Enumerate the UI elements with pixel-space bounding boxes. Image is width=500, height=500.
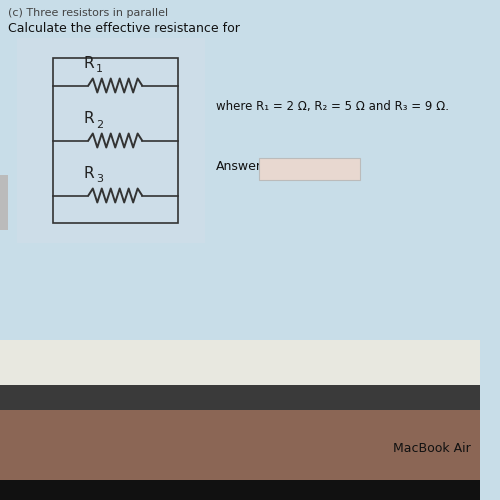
Bar bbox=[0, 410, 480, 482]
Text: R: R bbox=[84, 166, 94, 181]
Bar bbox=[260, 158, 360, 180]
Bar bbox=[0, 0, 480, 340]
Text: R: R bbox=[84, 56, 94, 71]
Bar bbox=[53, 58, 178, 223]
Text: MacBook Air: MacBook Air bbox=[393, 442, 470, 454]
Text: (c) Three resistors in parallel: (c) Three resistors in parallel bbox=[8, 8, 168, 18]
Text: Calculate the effective resistance for: Calculate the effective resistance for bbox=[8, 22, 239, 35]
Bar bbox=[0, 480, 480, 500]
Text: Answer:: Answer: bbox=[216, 160, 266, 173]
Bar bbox=[18, 38, 204, 243]
Bar bbox=[0, 385, 480, 427]
Bar bbox=[0, 340, 480, 405]
Text: 3: 3 bbox=[96, 174, 103, 184]
Bar bbox=[0, 175, 8, 230]
Text: 2: 2 bbox=[96, 120, 103, 130]
Text: 1: 1 bbox=[96, 64, 103, 74]
Text: where R₁ = 2 Ω, R₂ = 5 Ω and R₃ = 9 Ω.: where R₁ = 2 Ω, R₂ = 5 Ω and R₃ = 9 Ω. bbox=[216, 100, 449, 113]
Text: R: R bbox=[84, 111, 94, 126]
